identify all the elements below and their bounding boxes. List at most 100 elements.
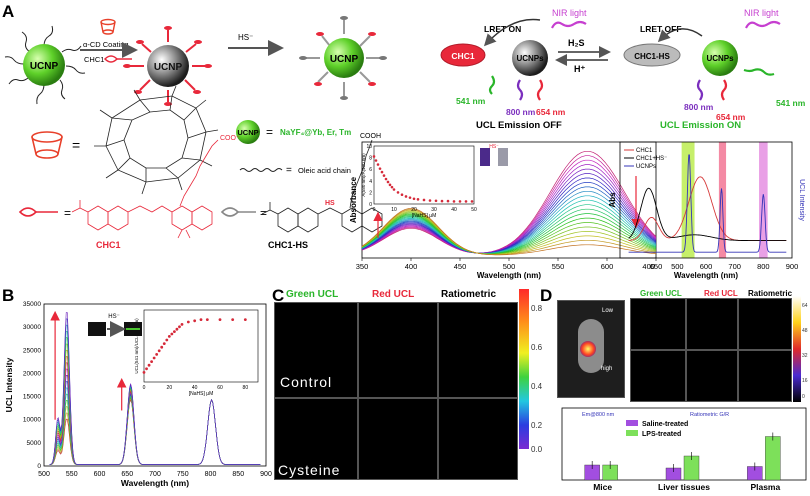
inset-point (170, 332, 174, 336)
legend-entry: CHC1+HS⁻ (636, 156, 667, 162)
low-label: Low (602, 308, 614, 314)
inset-point (388, 183, 392, 187)
inset-x-tick: 50 (471, 207, 477, 213)
absorbance-trace (361, 186, 657, 254)
inset-point (145, 367, 148, 371)
x-tick-label: 400 (642, 262, 655, 271)
legend-entry: UCNPs (636, 164, 656, 170)
absorbance-trace (361, 159, 657, 254)
absorbance-trace (361, 177, 657, 254)
inset-point (243, 318, 247, 321)
chc1-bubble-label: CHC1 (451, 51, 474, 61)
chc1-name: CHC1 (96, 240, 121, 250)
scale-tick: 0.4 (531, 382, 543, 391)
vial-after (498, 148, 508, 166)
inset-point (378, 167, 382, 170)
hs-atom-label: HS (325, 200, 335, 207)
x-axis-label: Wavelength (nm) (121, 478, 189, 488)
panelC-col-ratio: Ratiometric (441, 289, 497, 300)
x-tick-label: 450 (454, 262, 467, 271)
x-tick-label: 750 (177, 471, 189, 478)
ucnp-bare-particle: UCNP (4, 25, 86, 105)
ucl-off-label: UCL Emission OFF (476, 120, 562, 131)
legend-entry: CHC1 (636, 148, 653, 154)
scale-tick: 64 (802, 303, 808, 309)
category-label: Mice (593, 482, 612, 492)
inset-point (155, 353, 159, 356)
panelC-cysteine-ratio (438, 398, 518, 480)
legend-swatch (626, 420, 638, 426)
absorbance-trace (361, 211, 657, 255)
panelD-col-green: Green UCL (640, 289, 682, 298)
inset-point (374, 159, 378, 162)
inset-point (152, 356, 156, 360)
inset-point (160, 345, 164, 349)
x-tick-label: 700 (149, 471, 161, 478)
chc1-small-label: CHC1 (84, 55, 104, 64)
equals-sign: = (266, 125, 273, 139)
absorbance-trace (361, 211, 657, 255)
lret-off-label: LRET OFF (640, 24, 682, 34)
wavelength-band (681, 142, 695, 258)
x-tick-label: 700 (728, 262, 741, 271)
panelD-tile (686, 350, 738, 402)
x-axis-label: Wavelength (nm) (477, 271, 541, 280)
inset-x-tick: 0 (143, 385, 146, 391)
panelD-tile (738, 298, 792, 350)
absorbance-trace (361, 208, 657, 255)
inset-y-tick: 4 (369, 179, 372, 185)
bar (765, 436, 781, 481)
hs-label: HS⁻ (108, 314, 120, 320)
panelD-scale-ticks: 64 48 32 16 0 (802, 294, 808, 400)
inset-point (428, 199, 432, 202)
ucnps-label: UCNPs (706, 54, 734, 63)
inset-point (440, 199, 444, 203)
ucnp-legend: UCNP = NaYF₄@Yb, Er, Tm (236, 120, 351, 144)
inset-y-tick: 6 (369, 167, 372, 173)
inset-point (446, 199, 450, 203)
y-tick-label: 30000 (23, 324, 41, 331)
scale-tick: 0.8 (531, 304, 543, 313)
inset-point (180, 323, 184, 326)
y-tick-label: 15000 (23, 394, 41, 401)
inset-point (416, 198, 420, 201)
x-tick-label: 850 (232, 471, 244, 478)
coating-label: α-CD Coating (83, 40, 129, 49)
inset-point (372, 155, 376, 158)
absorbance-trace (361, 210, 657, 255)
chc1hs-name: CHC1-HS (268, 240, 308, 250)
h2s-label: H₂S (568, 38, 585, 48)
panelD-col-ratio: Ratiometric (748, 289, 793, 298)
hs-arrow-label: HS⁻ (238, 33, 253, 42)
x-tick-label: 900 (260, 471, 272, 478)
panelC-col-green: Green UCL (286, 289, 339, 300)
absorbance-trace (361, 150, 657, 254)
panelC-cysteine-green (274, 398, 358, 480)
inset-point (392, 188, 396, 191)
inset-point (218, 318, 222, 321)
inset-point (470, 200, 474, 203)
legend-oleic: Oleic acid chain (298, 166, 351, 175)
x-tick-label: 600 (94, 471, 106, 478)
scale-tick: 32 (802, 353, 808, 359)
inset-frame (373, 145, 475, 205)
panelD-colorbar (793, 296, 801, 402)
abs-vs-ucl-chart: 400 500 600 700 800 900 Wavelength (nm) Abs UCL … (608, 141, 805, 280)
cyclodextrin-icon (100, 18, 116, 35)
absorbance-trace (361, 212, 657, 255)
inset-point (382, 174, 386, 177)
panelC-control-ratio (438, 302, 518, 398)
absorbance-trace (361, 199, 657, 254)
equals-sign: = (286, 165, 292, 176)
x-tick-label: 800 (205, 471, 217, 478)
absorbance-trace (361, 195, 657, 254)
inset-y-label: A(580 nm)/A(400 nm) (361, 153, 366, 197)
inset-point (175, 327, 179, 331)
chc1-probe-icon (103, 55, 132, 63)
panel-label-a: A (2, 2, 15, 21)
scale-tick: 0.2 (531, 421, 543, 430)
inset-point (458, 200, 462, 203)
cooh-label: COOH (360, 133, 381, 140)
x-tick-label: 900 (786, 262, 799, 271)
spectrum-trace (628, 154, 787, 253)
